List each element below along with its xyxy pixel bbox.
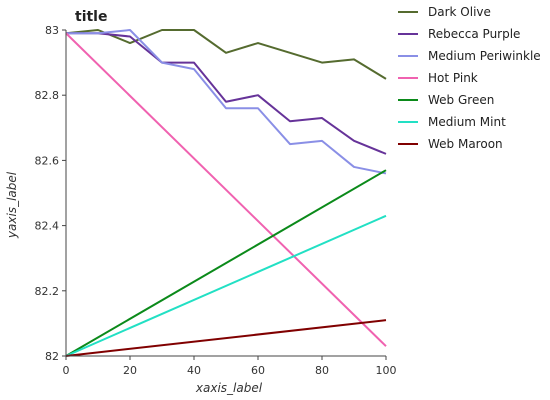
x-tick-label: 0	[63, 364, 70, 377]
series-line-3	[65, 32, 387, 347]
legend-label: Rebecca Purple	[428, 27, 520, 41]
legend-label: Hot Pink	[428, 71, 478, 85]
legend: Dark Olive Rebecca Purple Medium Periwinkl…	[398, 5, 541, 151]
y-tick-label: 83	[45, 24, 59, 37]
series-line-0	[65, 29, 387, 80]
x-tick-label: 40	[187, 364, 201, 377]
y-tick-label: 82.6	[35, 154, 60, 167]
series-line-6	[65, 319, 387, 357]
y-tick-label: 82.2	[35, 285, 60, 298]
series-line-5	[65, 214, 387, 357]
series-line-2	[66, 29, 387, 175]
x-tick-label: 60	[251, 364, 265, 377]
plot-area	[65, 29, 387, 357]
chart-title: title	[75, 9, 107, 25]
legend-label: Web Maroon	[428, 137, 503, 151]
x-tick-label: 100	[376, 364, 397, 377]
legend-label: Medium Periwinkle	[428, 49, 541, 63]
y-tick-label: 82.4	[35, 220, 60, 233]
x-axis-title: xaxis_label	[195, 381, 263, 395]
axes: 82 82.2 82.4 82.6 82.8 83 0 20 40 60 80 100	[35, 24, 397, 377]
series-line-1	[66, 32, 387, 155]
y-tick-label: 82.8	[35, 89, 60, 102]
x-tick-label: 20	[123, 364, 137, 377]
y-tick-label: 82	[45, 350, 59, 363]
legend-label: Web Green	[428, 93, 494, 107]
y-axis-title: yaxis_label	[5, 171, 19, 239]
series-line-4	[65, 169, 387, 357]
x-tick-label: 80	[315, 364, 329, 377]
legend-label: Medium Mint	[428, 115, 506, 129]
legend-label: Dark Olive	[428, 5, 491, 19]
